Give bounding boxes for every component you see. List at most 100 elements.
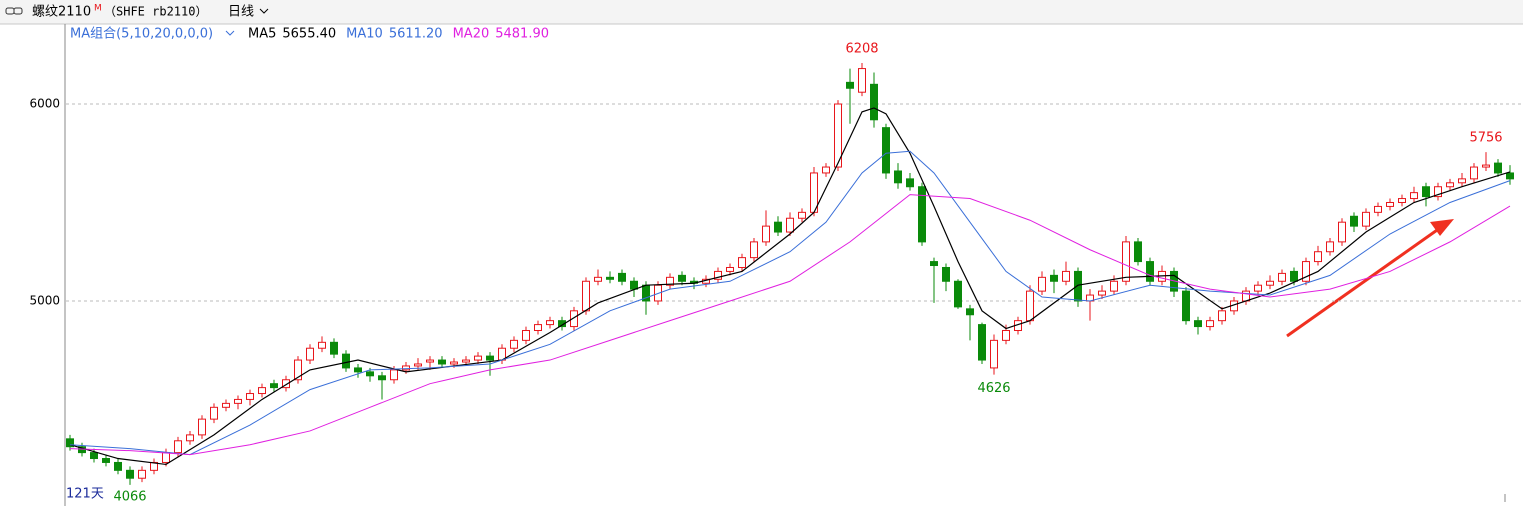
- candle-body: [138, 469, 146, 479]
- candle-body: [126, 469, 134, 479]
- ma-caret: [225, 30, 235, 36]
- candle-body: [534, 324, 542, 332]
- candle-body: [978, 324, 986, 361]
- candle-body: [606, 276, 614, 280]
- candle-body: [1362, 211, 1370, 227]
- candle-body: [822, 166, 830, 174]
- candle-body: [198, 418, 206, 436]
- candle-body: [1134, 241, 1142, 263]
- candle-body: [570, 310, 578, 328]
- candle-body: [66, 438, 74, 448]
- link-icon-part: [13, 7, 23, 15]
- legend-name: MA20: [453, 27, 490, 42]
- candle-body: [450, 361, 458, 365]
- candle-body: [1290, 270, 1298, 282]
- candle-body: [678, 274, 686, 282]
- candle-body: [366, 371, 374, 377]
- candle-body: [990, 339, 998, 369]
- candle-body: [306, 347, 314, 361]
- candle-body: [210, 406, 218, 420]
- candle-body: [594, 276, 602, 282]
- candle-body: [1446, 182, 1454, 188]
- candle-body: [474, 355, 482, 361]
- candle-body: [246, 393, 254, 400]
- extreme-label: 4626: [977, 381, 1010, 396]
- candle-body: [1218, 310, 1226, 322]
- candle-body: [114, 461, 122, 471]
- link-icon[interactable]: [5, 7, 23, 15]
- candle-body: [270, 383, 278, 389]
- legend-name: MA5: [248, 27, 276, 42]
- candle-body: [390, 369, 398, 381]
- candle-body: [1206, 320, 1214, 328]
- extreme-label: 4066: [113, 490, 146, 505]
- candle-body: [90, 452, 98, 460]
- candle-body: [1506, 172, 1514, 180]
- candle-body: [1098, 290, 1106, 296]
- ma-line: [69, 194, 1511, 456]
- ma-group[interactable]: MA组合(5,10,20,0,0,0): [70, 27, 213, 42]
- candle-body: [966, 308, 974, 316]
- candle-body: [330, 341, 338, 355]
- candle-body: [1122, 241, 1130, 282]
- candle-body: [1182, 290, 1190, 322]
- candle-body: [1410, 192, 1418, 200]
- legend-value: 5481.90: [495, 27, 549, 42]
- candle-body: [1110, 280, 1118, 292]
- candle-body: [258, 387, 266, 395]
- candle-body: [1278, 272, 1286, 282]
- candle-body: [186, 434, 194, 442]
- candle-body: [1314, 251, 1322, 263]
- period[interactable]: 日线: [228, 5, 254, 20]
- extreme-label: 6208: [845, 42, 878, 57]
- period-caret: [259, 8, 269, 14]
- candle-body: [414, 363, 422, 367]
- candle-body: [426, 359, 434, 363]
- candle-body: [1350, 215, 1358, 227]
- candle-body: [1242, 290, 1250, 302]
- candle-body: [486, 355, 494, 361]
- arrow-head: [1430, 219, 1454, 236]
- candle-body: [666, 276, 674, 286]
- candle-body: [318, 341, 326, 349]
- exchange: （SHFE rb2110）: [104, 5, 207, 19]
- candle-body: [630, 280, 638, 290]
- candle-body: [858, 68, 866, 93]
- candle-body: [1470, 166, 1478, 180]
- candle-body: [1338, 221, 1346, 243]
- candle-body: [1422, 186, 1430, 198]
- candle-body: [510, 339, 518, 349]
- candle-body: [1038, 276, 1046, 292]
- candle-body: [1194, 320, 1202, 328]
- candle-body: [342, 353, 350, 369]
- candle-body: [1050, 274, 1058, 282]
- candle-body: [438, 359, 446, 365]
- candle-body: [798, 211, 806, 219]
- candle-body: [1302, 261, 1310, 282]
- extreme-label: 5756: [1469, 131, 1502, 146]
- candle-body: [402, 365, 410, 371]
- candle-body: [294, 359, 302, 381]
- symbol: 螺纹2110: [32, 5, 91, 20]
- candle-body: [162, 452, 170, 463]
- candle-body: [774, 221, 782, 233]
- candle-body: [462, 359, 470, 363]
- candle-body: [918, 186, 926, 243]
- candle-body: [174, 440, 182, 454]
- candle-body: [222, 402, 230, 408]
- candle-body: [846, 81, 854, 89]
- candle-body: [738, 257, 746, 268]
- candle-body: [1146, 261, 1154, 282]
- legend-value: 5655.40: [282, 27, 336, 42]
- candle-body: [618, 272, 626, 282]
- candle-body: [1074, 270, 1082, 302]
- arrow-shaft: [1286, 226, 1441, 338]
- candle-body: [582, 280, 590, 312]
- trend-arrow: [1286, 219, 1454, 338]
- candle-body: [1494, 162, 1502, 174]
- candle-body: [282, 379, 290, 389]
- candle-body: [930, 261, 938, 267]
- candle-body: [906, 178, 914, 188]
